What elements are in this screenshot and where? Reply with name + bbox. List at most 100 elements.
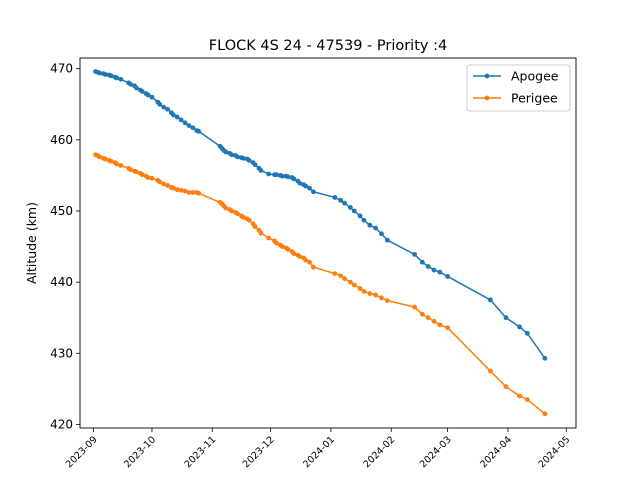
data-point-apogee <box>503 315 509 321</box>
y-tick-label: 470 <box>50 62 73 76</box>
data-point-apogee <box>145 92 151 98</box>
y-axis: 420 430 440 450 460 470 <box>50 62 80 431</box>
legend-marker-apogee <box>484 73 490 79</box>
data-point-apogee <box>419 259 425 265</box>
data-point-apogee <box>118 76 124 82</box>
data-point-perigee <box>311 264 316 270</box>
data-point-apogee <box>157 101 163 107</box>
data-point-perigee <box>517 393 522 399</box>
data-point-perigee <box>285 247 291 252</box>
data-point-apogee <box>235 154 240 160</box>
data-point-perigee <box>235 211 240 217</box>
data-point-perigee <box>307 259 312 265</box>
data-point-perigee <box>524 397 530 402</box>
data-point-apogee <box>178 117 184 123</box>
data-point-apogee <box>114 75 120 81</box>
data-point-perigee <box>114 161 120 167</box>
axes-frame <box>79 57 577 429</box>
data-point-apogee <box>342 200 347 206</box>
data-point-apogee <box>384 237 390 243</box>
data-point-apogee <box>196 128 202 134</box>
data-point-perigee <box>297 254 303 259</box>
y-tick-label: 440 <box>50 275 73 289</box>
data-point-apogee <box>161 104 167 110</box>
data-point-perigee <box>373 292 379 298</box>
data-point-apogee <box>291 176 297 182</box>
data-point-apogee <box>332 195 338 200</box>
data-point-perigee <box>384 298 390 304</box>
data-point-perigee <box>291 251 297 257</box>
y-tick-label: 460 <box>50 133 73 147</box>
data-point-apogee <box>517 324 522 330</box>
data-point-perigee <box>118 163 124 168</box>
data-point-perigee <box>274 240 279 246</box>
data-point-apogee <box>149 94 155 100</box>
data-point-perigee <box>488 368 493 374</box>
data-point-apogee <box>307 185 312 191</box>
y-axis-label: Altitude (km) <box>24 202 39 284</box>
data-point-apogee <box>97 70 102 76</box>
data-point-apogee <box>108 73 114 79</box>
data-point-perigee <box>332 271 338 276</box>
legend: Apogee Perigee <box>466 64 571 112</box>
data-point-perigee <box>351 282 357 288</box>
data-point-apogee <box>134 85 139 91</box>
data-point-apogee <box>190 125 196 131</box>
data-point-apogee <box>240 155 246 161</box>
data-point-apogee <box>252 162 258 168</box>
data-point-apogee <box>186 123 192 128</box>
data-point-perigee <box>279 244 285 249</box>
y-tick-label: 420 <box>50 417 73 431</box>
data-point-perigee <box>379 295 384 301</box>
data-point-perigee <box>223 205 229 211</box>
data-point-apogee <box>279 173 285 179</box>
data-point-perigee <box>367 291 373 296</box>
chart-title: FLOCK 4S 24 - 47539 - Priority :4 <box>209 38 447 54</box>
data-point-apogee <box>285 174 291 180</box>
data-point-perigee <box>431 318 437 324</box>
data-point-apogee <box>373 225 379 231</box>
data-point-perigee <box>170 185 176 191</box>
data-point-apogee <box>431 267 437 273</box>
data-point-perigee <box>342 276 347 281</box>
data-point-apogee <box>361 217 367 223</box>
data-point-apogee <box>412 251 417 257</box>
data-point-apogee <box>165 106 170 112</box>
data-point-perigee <box>252 224 258 230</box>
data-point-perigee <box>182 188 188 194</box>
data-point-perigee <box>542 411 548 417</box>
legend-marker-perigee <box>484 95 490 101</box>
data-point-perigee <box>190 190 196 195</box>
data-point-perigee <box>347 279 353 285</box>
data-point-perigee <box>357 286 363 291</box>
data-point-apogee <box>128 81 133 87</box>
data-point-apogee <box>139 89 145 94</box>
data-point-apogee <box>303 183 309 189</box>
data-point-perigee <box>303 257 309 263</box>
data-point-apogee <box>266 171 272 177</box>
data-point-perigee <box>128 167 133 173</box>
plot-area <box>93 69 548 417</box>
data-point-apogee <box>297 180 303 186</box>
data-point-perigee <box>412 304 417 310</box>
data-point-perigee <box>419 311 425 317</box>
data-point-perigee <box>134 169 139 175</box>
data-point-apogee <box>524 330 530 336</box>
data-point-apogee <box>445 274 451 279</box>
data-point-perigee <box>445 325 451 331</box>
data-point-apogee <box>182 120 188 126</box>
data-point-apogee <box>174 114 180 120</box>
data-point-perigee <box>186 190 192 195</box>
data-point-perigee <box>102 156 108 162</box>
data-point-perigee <box>503 384 509 390</box>
legend-label-perigee: Perigee <box>511 91 558 106</box>
data-point-perigee <box>425 315 431 321</box>
data-point-perigee <box>178 187 184 193</box>
legend-label-apogee: Apogee <box>511 69 559 84</box>
data-point-perigee <box>240 214 246 220</box>
data-point-apogee <box>357 213 363 219</box>
data-point-perigee <box>229 208 235 214</box>
data-point-apogee <box>223 149 229 155</box>
data-point-apogee <box>542 355 548 361</box>
